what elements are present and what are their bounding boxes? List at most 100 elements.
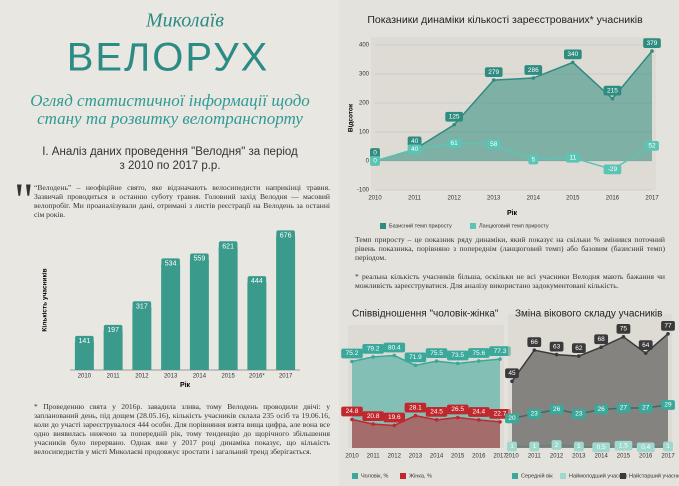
x-tick-label: 2013 (164, 374, 178, 380)
data-label: 5 (531, 156, 535, 163)
data-label-box (425, 348, 448, 359)
data-label: 75.6 (473, 350, 486, 357)
x-tick-label: 2013 (572, 454, 586, 460)
x-tick-label: 2016 (606, 196, 620, 202)
logo-main: ВЕЛОРУХ (67, 36, 270, 80)
x-tick-label: 2014 (594, 454, 608, 460)
data-label: 26 (553, 406, 561, 413)
legend-label: Наймолодший учасник (569, 472, 628, 479)
x-tick-label: 2010 (345, 454, 359, 460)
data-label-box (362, 344, 384, 354)
bar (161, 264, 181, 370)
data-label-box (468, 348, 490, 358)
x-axis-label: Рік (180, 381, 191, 389)
data-label: 75.5 (430, 350, 443, 357)
data-label: 62 (575, 345, 583, 352)
data-label: 379 (647, 40, 658, 47)
point (554, 352, 559, 357)
point (577, 354, 581, 358)
data-label: 73.5 (451, 352, 464, 359)
legend-label: Жінка, % (409, 473, 432, 479)
line (351, 354, 501, 367)
bar (276, 236, 296, 370)
data-label: 24.4 (473, 409, 486, 416)
legend-swatch (620, 473, 626, 479)
data-label-box (565, 152, 580, 163)
data-label: 66 (531, 339, 539, 346)
quote-mark: " (14, 174, 34, 227)
data-label-box (573, 441, 584, 452)
data-label: 621 (222, 243, 234, 250)
data-label-box (564, 49, 582, 60)
data-label-box (614, 440, 633, 451)
data-label: 26 (598, 406, 606, 413)
data-label: 61 (451, 140, 459, 147)
legend-swatch (352, 473, 358, 479)
data-label-box (594, 404, 609, 415)
data-label-box (489, 346, 511, 356)
data-label-box (407, 144, 422, 155)
data-label-box (247, 276, 267, 287)
data-label-box (507, 441, 517, 452)
legend-label: Базисний темп приросту (389, 222, 452, 229)
data-label-box (551, 440, 562, 450)
x-tick-label: 2011 (408, 196, 422, 202)
point (510, 379, 514, 384)
data-label: 23 (531, 411, 539, 418)
data-label: 24.8 (346, 408, 359, 415)
bar (247, 282, 267, 370)
data-label: 75.2 (346, 350, 359, 357)
point (371, 422, 375, 426)
x-tick-label: 2012 (550, 454, 564, 460)
y-tick-label: 300 (359, 72, 370, 78)
point (532, 348, 537, 352)
chart-title: Показники динаміки кількості зареєстрова… (367, 14, 643, 26)
data-label-box (592, 442, 610, 453)
data-label: 11 (569, 155, 576, 162)
x-tick-label: 2013 (409, 454, 423, 460)
x-tick-label: 2010 (505, 454, 519, 460)
data-label-box (661, 400, 675, 410)
chart-title: Співвідношення "чоловік-жінка" (352, 309, 499, 320)
data-label-box (603, 85, 622, 96)
y-tick-label: 400 (359, 43, 370, 49)
data-label: 27 (642, 405, 650, 412)
data-label-box (445, 111, 463, 122)
x-tick-label: 2016 (639, 454, 653, 460)
data-label: 75 (620, 326, 628, 333)
data-label-box (404, 352, 427, 363)
data-label: 125 (449, 113, 460, 120)
data-label: 559 (194, 256, 206, 263)
data-label: 317 (136, 303, 148, 310)
y-axis-label: Відсоток (347, 103, 355, 132)
data-label: 197 (107, 327, 119, 334)
legend-swatch (560, 473, 566, 479)
x-tick-label: 2013 (487, 196, 501, 202)
point (413, 413, 418, 418)
point (498, 357, 502, 361)
data-label: 1.5 (619, 442, 628, 449)
x-tick-label: 2010 (368, 196, 382, 202)
x-tick-label: 2011 (367, 454, 381, 460)
data-label: 20.8 (367, 413, 380, 420)
data-label-box (603, 164, 622, 175)
data-label: 64 (642, 342, 650, 349)
data-label: 286 (528, 67, 539, 74)
data-label: 40 (411, 138, 419, 145)
x-tick-label: 2017 (493, 454, 507, 460)
data-label: 58 (490, 141, 498, 148)
data-label: 71.9 (409, 354, 422, 361)
data-label: 29 (664, 402, 672, 409)
bar (189, 259, 209, 370)
data-label: 63 (553, 343, 561, 350)
area (375, 51, 652, 162)
data-label-box (527, 337, 542, 348)
data-label: 444 (251, 278, 263, 285)
data-label: 52 (648, 143, 656, 150)
line (511, 333, 669, 382)
data-label: 77 (664, 323, 672, 330)
data-label-box (446, 350, 469, 361)
data-label-box (370, 156, 380, 166)
point (371, 355, 375, 359)
